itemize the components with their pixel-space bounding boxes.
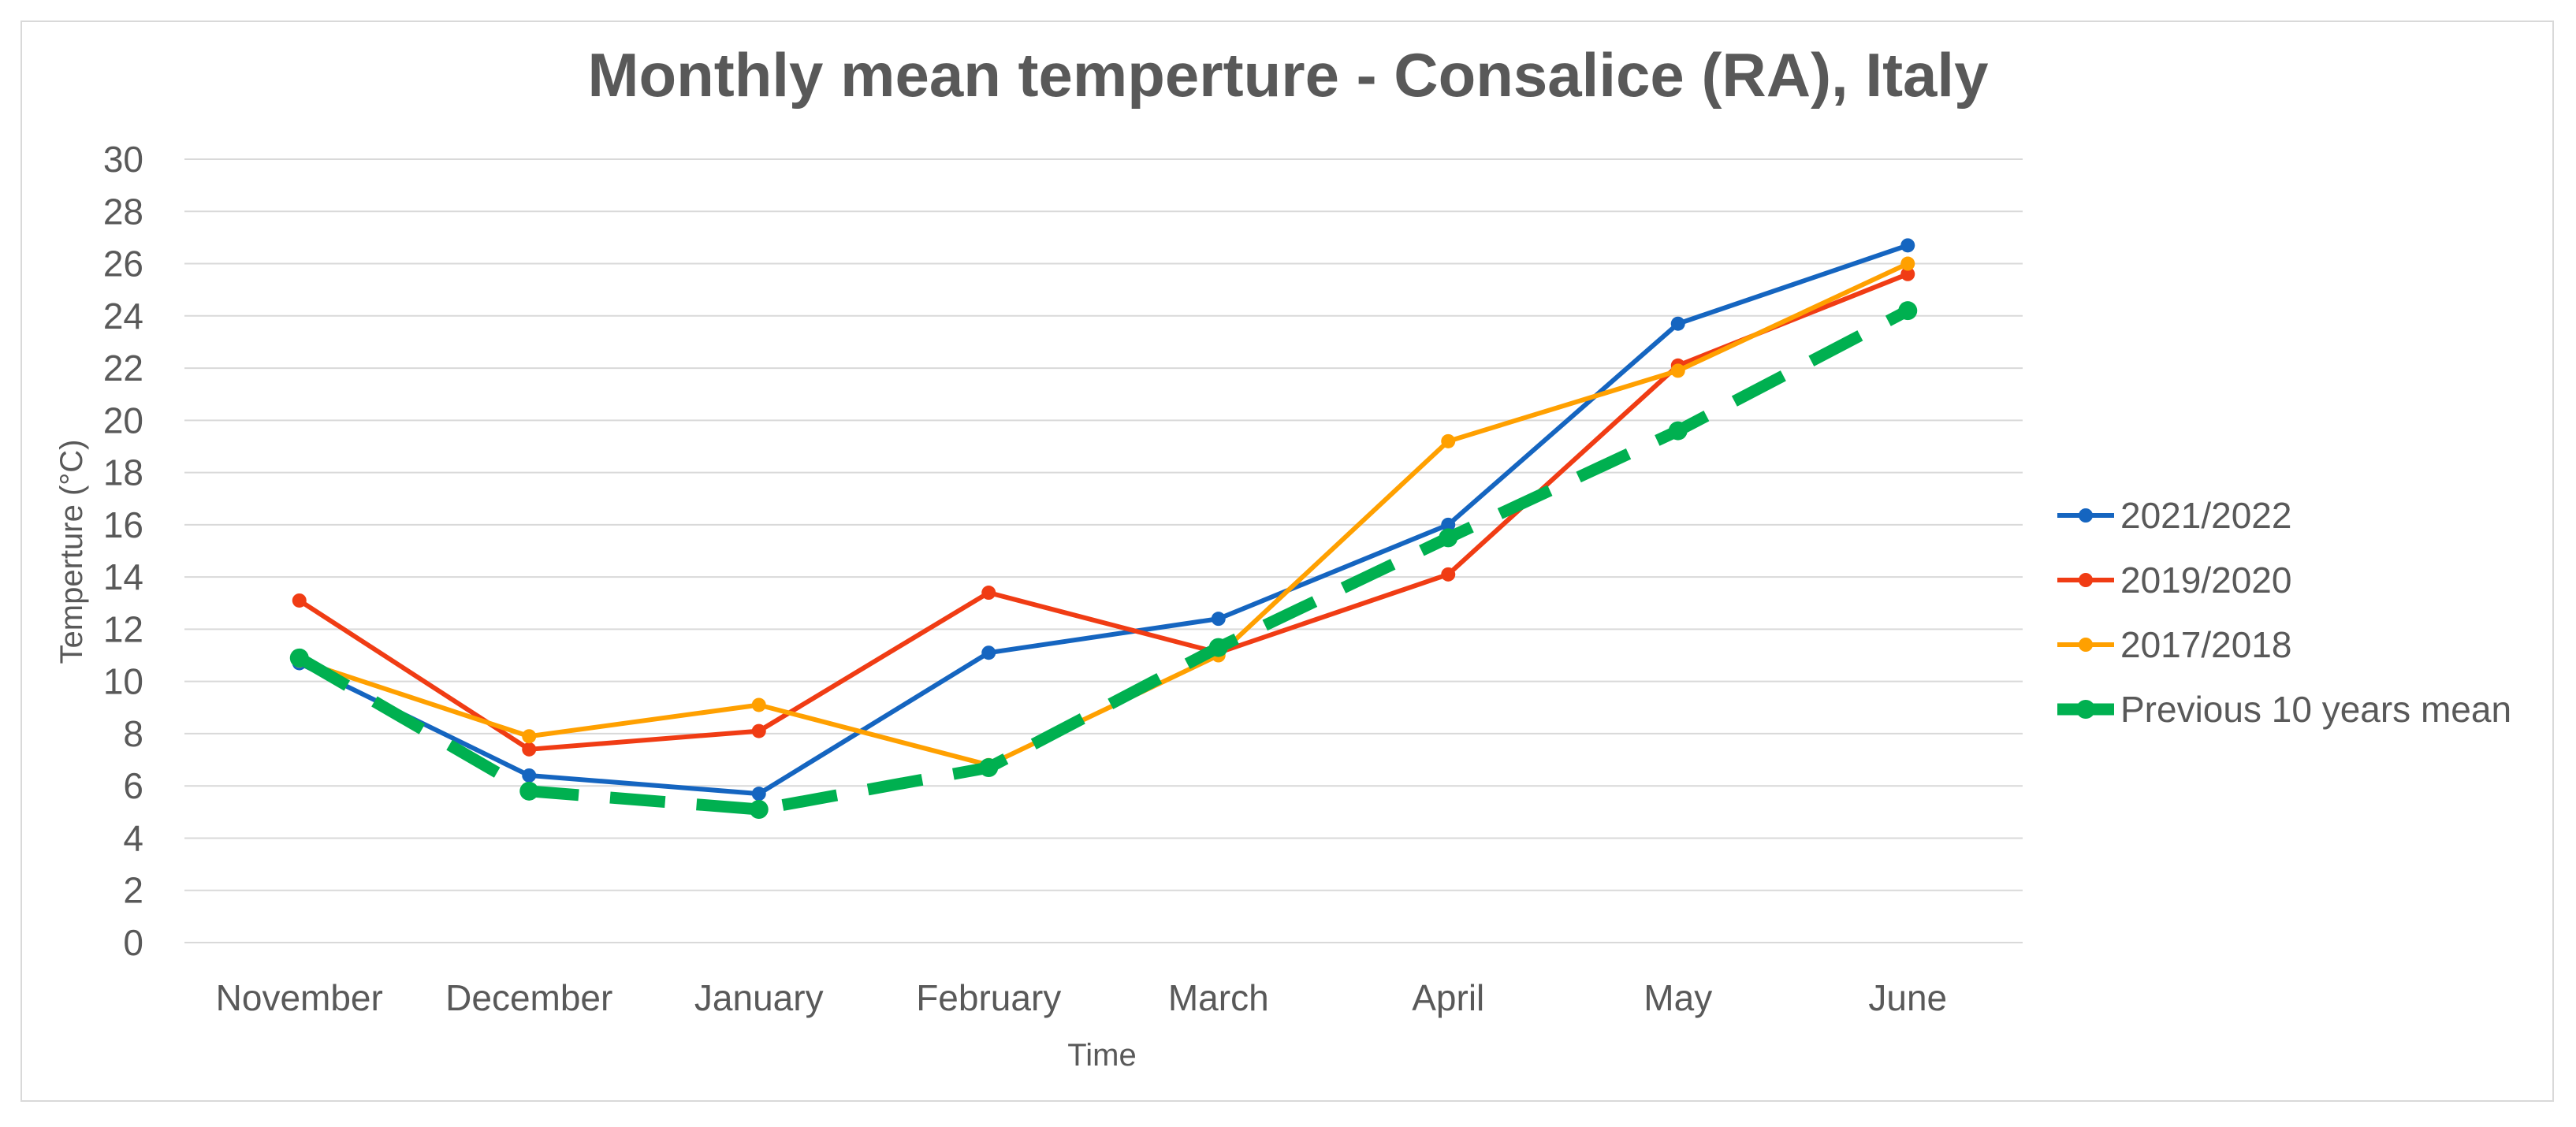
data-point bbox=[522, 729, 537, 744]
legend-label: 2019/2020 bbox=[2120, 560, 2291, 601]
data-point bbox=[751, 697, 766, 712]
legend-marker bbox=[2079, 508, 2093, 523]
y-tick-label: 24 bbox=[103, 296, 143, 337]
legend-label: Previous 10 years mean bbox=[2120, 689, 2511, 730]
y-tick-label: 4 bbox=[123, 817, 143, 858]
data-point bbox=[1439, 528, 1458, 548]
chart-frame bbox=[20, 20, 2554, 1102]
data-point bbox=[981, 586, 996, 601]
data-point bbox=[1670, 363, 1685, 378]
data-point bbox=[979, 758, 999, 778]
x-tick-label: May bbox=[1644, 977, 1712, 1018]
legend-marker bbox=[2076, 700, 2095, 719]
y-tick-label: 2 bbox=[123, 870, 143, 911]
gridlines bbox=[184, 158, 2023, 943]
data-point bbox=[1670, 316, 1685, 331]
x-tick-label: November bbox=[216, 977, 383, 1018]
y-tick-label: 28 bbox=[103, 191, 143, 232]
data-point bbox=[751, 787, 766, 802]
y-tick-label: 8 bbox=[123, 713, 143, 754]
x-tick-label: January bbox=[694, 977, 824, 1018]
x-tick-label: December bbox=[445, 977, 612, 1018]
y-tick-label: 20 bbox=[103, 400, 143, 441]
chart-title: Monthly mean temperture - Consalice (RA)… bbox=[588, 40, 1989, 110]
data-point bbox=[1441, 433, 1456, 448]
data-point bbox=[1900, 238, 1915, 253]
data-point bbox=[1441, 517, 1456, 532]
data-point bbox=[1441, 567, 1456, 582]
data-point bbox=[519, 781, 539, 801]
series-line bbox=[298, 243, 1909, 797]
x-tick-label: April bbox=[1412, 977, 1484, 1018]
y-tick-label: 30 bbox=[103, 139, 143, 180]
data-point bbox=[292, 593, 307, 608]
legend: 2021/2022 2019/2020 2017/2018 Previous 10 y… bbox=[2057, 495, 2511, 730]
data-point bbox=[1211, 612, 1226, 627]
y-tick-label: 0 bbox=[123, 922, 143, 963]
x-axis-ticks: November December January February March Apri… bbox=[216, 977, 1947, 1018]
series-line bbox=[298, 261, 1909, 768]
legend-marker bbox=[2079, 573, 2093, 587]
x-axis-title: Time bbox=[1067, 1038, 1136, 1073]
data-point bbox=[981, 645, 996, 660]
legend-label: 2021/2022 bbox=[2120, 495, 2291, 536]
y-tick-label: 14 bbox=[103, 556, 143, 597]
x-tick-label: February bbox=[916, 977, 1061, 1018]
y-tick-label: 10 bbox=[103, 661, 143, 702]
data-point bbox=[1900, 256, 1915, 271]
y-axis-title: Temperture (°C) bbox=[54, 440, 89, 664]
series-2017/2018 bbox=[292, 256, 1915, 772]
series-2019/2020 bbox=[292, 266, 1915, 757]
series-Previous 10 years mean bbox=[289, 301, 1918, 820]
y-tick-label: 22 bbox=[103, 348, 143, 389]
data-point bbox=[749, 800, 769, 820]
y-tick-label: 26 bbox=[103, 244, 143, 285]
x-tick-label: June bbox=[1868, 977, 1947, 1018]
legend-label: 2017/2018 bbox=[2120, 624, 2291, 665]
series-2021/2022 bbox=[292, 238, 1915, 802]
data-point bbox=[1208, 638, 1228, 657]
series-line bbox=[298, 271, 1909, 752]
y-tick-label: 12 bbox=[103, 608, 143, 649]
data-point bbox=[751, 723, 766, 738]
data-point bbox=[522, 768, 537, 783]
data-point bbox=[1668, 421, 1688, 441]
series-layer bbox=[289, 238, 1918, 820]
data-point bbox=[1898, 301, 1918, 321]
data-point bbox=[1900, 266, 1915, 281]
y-tick-label: 16 bbox=[103, 504, 143, 545]
x-tick-label: March bbox=[1168, 977, 1269, 1018]
data-point bbox=[522, 742, 537, 757]
y-tick-label: 18 bbox=[103, 452, 143, 493]
legend-marker bbox=[2079, 638, 2093, 652]
y-tick-label: 6 bbox=[123, 765, 143, 806]
series-line bbox=[296, 305, 1911, 816]
data-point bbox=[289, 648, 309, 668]
